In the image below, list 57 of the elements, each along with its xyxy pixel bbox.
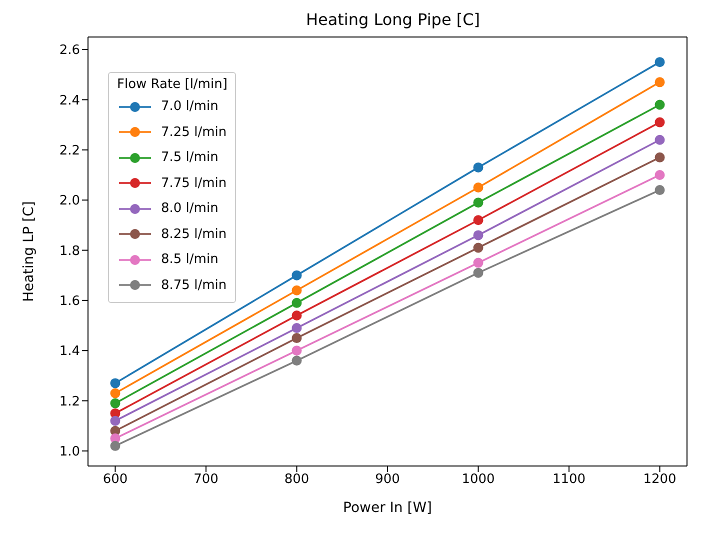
legend-label: 7.25 l/min	[161, 124, 227, 140]
point	[473, 198, 484, 208]
point	[292, 323, 302, 334]
point	[473, 230, 484, 240]
point	[473, 182, 484, 193]
y-tick-label: 2.0	[59, 194, 80, 209]
legend-label: 8.75 l/min	[161, 278, 227, 293]
point	[654, 77, 665, 88]
point	[654, 57, 665, 68]
point	[292, 346, 302, 356]
point	[110, 378, 120, 388]
legend-label: 8.25 l/min	[161, 226, 227, 242]
point	[110, 398, 120, 408]
point	[473, 242, 484, 253]
legend-label: 8.0 l/min	[161, 201, 218, 216]
x-axis-title: Power In [W]	[343, 500, 432, 516]
x-tick-label: 800	[284, 472, 310, 488]
point	[654, 117, 665, 128]
legend-label: 7.75 l/min	[161, 176, 227, 191]
point	[473, 215, 484, 226]
y-tick-label: 1.2	[59, 394, 80, 410]
point	[654, 170, 665, 180]
point	[110, 440, 120, 451]
y-tick-label: 2.4	[59, 93, 80, 108]
point	[654, 100, 665, 110]
x-tick-label: 600	[102, 472, 128, 488]
x-tick-label: 900	[375, 472, 400, 488]
point	[292, 356, 302, 366]
point	[110, 388, 120, 398]
x-tick-label: 1100	[552, 472, 586, 488]
point	[654, 185, 665, 196]
x-tick-label: 700	[194, 472, 218, 488]
point	[654, 134, 665, 145]
x-tick-label: 1200	[643, 472, 676, 488]
y-tick-label: 1.6	[59, 294, 80, 310]
point	[473, 258, 484, 268]
legend-label: 8.5 l/min	[161, 252, 218, 268]
point	[473, 162, 484, 172]
legend-label: 7.0 l/min	[161, 99, 218, 114]
y-tick-label: 2.6	[59, 43, 80, 58]
point	[110, 416, 120, 426]
point	[473, 268, 484, 278]
point	[292, 298, 302, 308]
y-tick-label: 2.2	[59, 144, 80, 159]
y-tick-label: 1.4	[59, 344, 80, 360]
y-tick-label: 1.0	[59, 444, 80, 460]
point	[654, 152, 665, 162]
point	[292, 285, 302, 296]
chart-title: Heating Long Pipe [C]	[304, 9, 482, 31]
point	[292, 333, 302, 344]
point	[292, 310, 302, 320]
y-axis-title: Heating LP [C]	[20, 201, 37, 302]
legend-title: Flow Rate [l/min]	[117, 77, 228, 92]
y-tick-label: 1.8	[59, 244, 80, 259]
point	[292, 270, 302, 280]
x-tick-label: 1000	[462, 472, 495, 488]
legend-label: 7.5 l/min	[161, 150, 218, 166]
